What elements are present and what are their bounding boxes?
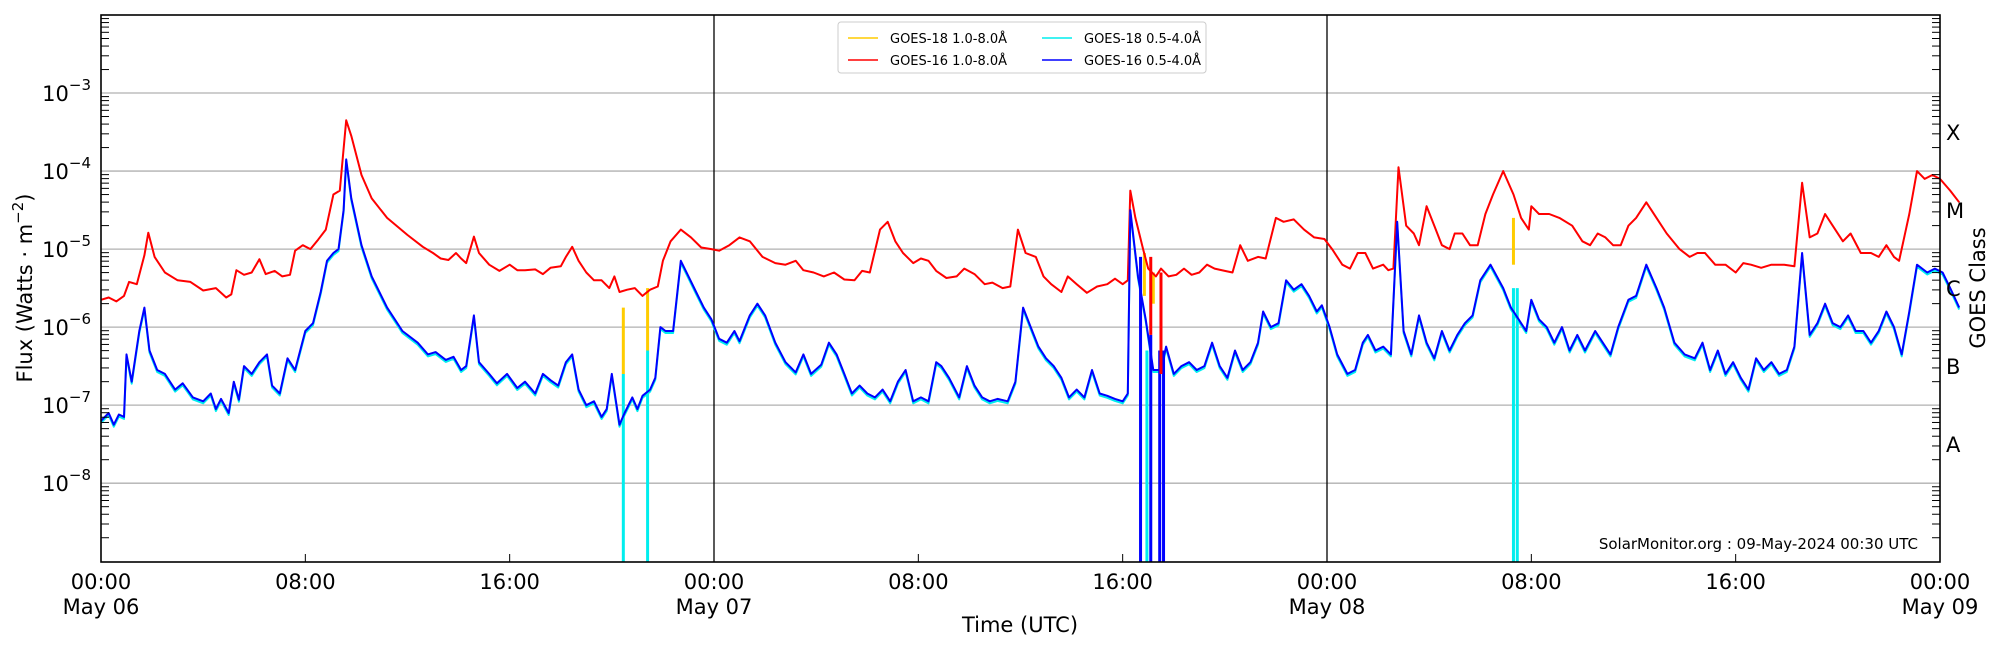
right-axis-title: GOES Class: [1966, 227, 1990, 348]
y-tick-label: 10−5: [42, 232, 91, 262]
y-tick-label: 10−6: [42, 310, 91, 340]
legend-box: [837, 21, 1207, 74]
x-tick-time: 16:00: [479, 570, 540, 594]
x-tick-time: 00:00: [684, 570, 745, 594]
x-tick-time: 08:00: [888, 570, 949, 594]
y-axis-title: Flux (Watts · m−2): [9, 193, 37, 382]
x-tick-date: May 09: [1902, 595, 1979, 619]
x-tick-time: 00:00: [1910, 570, 1971, 594]
goes-class-label: M: [1946, 199, 1964, 223]
legend-label: GOES-16 1.0-8.0Å: [890, 53, 1007, 69]
x-tick-time: 08:00: [275, 570, 336, 594]
legend-label: GOES-18 1.0-8.0Å: [890, 31, 1007, 47]
legend-label: GOES-18 0.5-4.0Å: [1084, 31, 1201, 47]
x-tick-time: 16:00: [1705, 570, 1766, 594]
goes-class-label: B: [1946, 355, 1960, 379]
y-tick-label: 10−8: [42, 466, 91, 496]
x-tick-date: May 06: [63, 595, 140, 619]
gridlines: [101, 15, 1940, 562]
goes-class-label: C: [1946, 277, 1961, 301]
x-tick-date: May 08: [1289, 595, 1366, 619]
series-line: [100, 119, 1960, 303]
goes-class-label: X: [1946, 121, 1960, 145]
y-tick-label: 10−3: [42, 76, 91, 106]
x-tick-time: 16:00: [1092, 570, 1153, 594]
series-line: [100, 158, 1961, 426]
x-tick-time: 00:00: [71, 570, 132, 594]
x-tick-time: 00:00: [1297, 570, 1358, 594]
series-layer: [100, 119, 1961, 562]
y-tick-label: 10−7: [42, 388, 91, 418]
x-axis-title: Time (UTC): [961, 613, 1078, 637]
plot-frame: [100, 14, 1941, 563]
goes-class-label: A: [1946, 433, 1961, 457]
legend: GOES-18 1.0-8.0Å GOES-18 0.5-4.0Å GOES-16 …: [837, 21, 1207, 74]
credit-annotation: SolarMonitor.org : 09-May-2024 00:30 UTC: [1599, 535, 1918, 553]
x-tick-date: May 07: [676, 595, 753, 619]
axes: 10−3 10−4 10−5 10−6 10−7 10−8 X M C B A Flux (Watts…: [9, 14, 1979, 619]
x-tick-time: 08:00: [1501, 570, 1562, 594]
legend-label: GOES-16 0.5-4.0Å: [1084, 53, 1201, 69]
y-tick-label: 10−4: [42, 154, 91, 184]
